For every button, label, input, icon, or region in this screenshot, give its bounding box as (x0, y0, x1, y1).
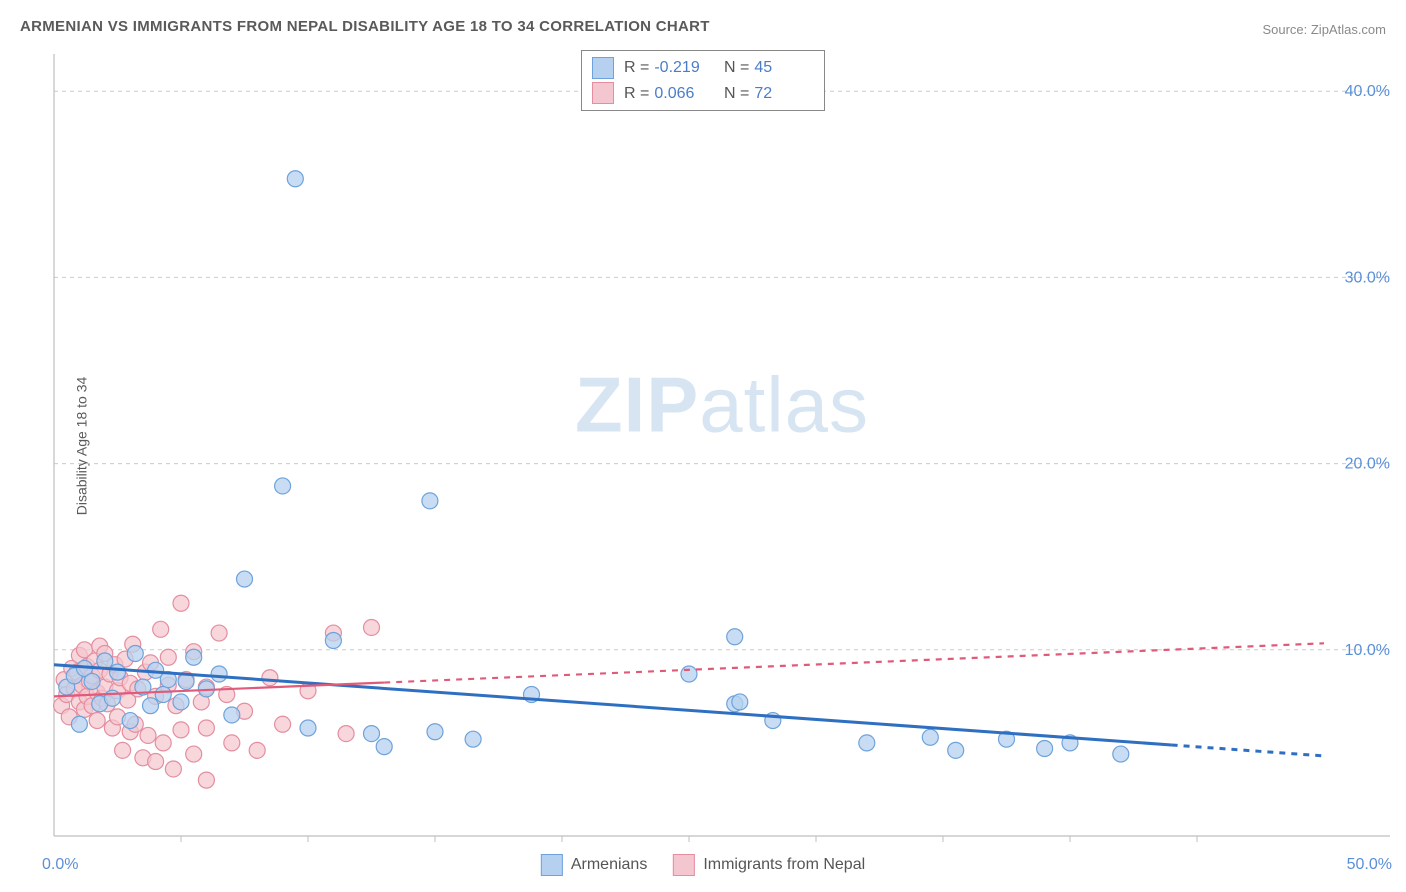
x-axis-max-label: 50.0% (1347, 856, 1392, 874)
legend-series-item: Immigrants from Nepal (673, 854, 865, 876)
legend-n-value: N =72 (724, 81, 814, 107)
source-attribution: Source: ZipAtlas.com (1262, 22, 1386, 37)
scatter-chart: 10.0% 20.0% 30.0% 40.0% (48, 48, 1396, 842)
legend-swatch (592, 57, 614, 79)
legend-stats: R =-0.219 N =45 R =0.066 N =72 (581, 50, 825, 111)
legend-stats-row: R =0.066 N =72 (592, 81, 814, 107)
legend-n-value: N =45 (724, 55, 814, 81)
svg-text:30.0%: 30.0% (1345, 269, 1390, 286)
source-label: Source: (1262, 22, 1310, 37)
chart-area: ZIPatlas 10.0%20.0%30.0%40.0% (48, 48, 1396, 842)
svg-text:40.0%: 40.0% (1345, 83, 1390, 100)
legend-r-value: R =-0.219 (624, 55, 714, 81)
legend-series-label: Immigrants from Nepal (703, 856, 865, 874)
chart-title: ARMENIAN VS IMMIGRANTS FROM NEPAL DISABI… (20, 18, 710, 35)
legend-series-item: Armenians (541, 854, 647, 876)
legend-stats-row: R =-0.219 N =45 (592, 55, 814, 81)
legend-swatch (541, 854, 563, 876)
legend-swatch (673, 854, 695, 876)
legend-r-value: R =0.066 (624, 81, 714, 107)
svg-text:10.0%: 10.0% (1345, 642, 1390, 659)
legend-swatch (592, 82, 614, 104)
svg-text:20.0%: 20.0% (1345, 456, 1390, 473)
x-axis-min-label: 0.0% (42, 856, 78, 874)
legend-series-label: Armenians (571, 856, 647, 874)
legend-series: Armenians Immigrants from Nepal (541, 854, 865, 876)
source-value: ZipAtlas.com (1311, 22, 1386, 37)
